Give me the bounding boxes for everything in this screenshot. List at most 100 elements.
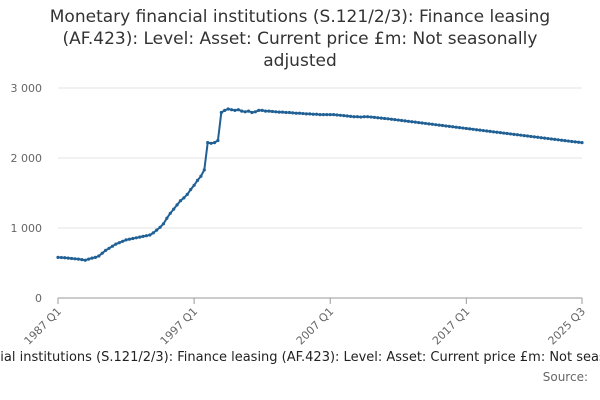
data-point [243, 110, 247, 114]
data-point [444, 124, 448, 128]
data-point [223, 108, 227, 112]
data-point [502, 131, 506, 135]
data-point [165, 216, 169, 220]
data-point [549, 137, 553, 141]
data-point [437, 123, 441, 127]
data-point [471, 127, 475, 131]
data-point [413, 120, 417, 124]
data-point [553, 137, 557, 141]
data-point [270, 109, 274, 114]
data-point [345, 114, 349, 118]
data-point [121, 239, 125, 243]
data-point [253, 110, 257, 114]
data-point [216, 138, 220, 143]
data-point [559, 138, 564, 142]
data-point [566, 139, 570, 143]
data-point [362, 115, 366, 119]
data-point [485, 129, 489, 133]
data-point [240, 109, 244, 113]
data-point [199, 174, 203, 178]
data-point [539, 136, 543, 140]
data-point [100, 251, 104, 255]
data-point [383, 116, 387, 121]
data-point [114, 242, 118, 246]
data-point [488, 129, 492, 133]
data-point [529, 134, 533, 139]
data-point [389, 117, 394, 121]
data-point [430, 122, 434, 126]
data-point [447, 124, 451, 128]
data-point [294, 111, 298, 115]
data-point [396, 118, 400, 122]
data-point [434, 123, 438, 127]
data-point [246, 109, 251, 113]
x-tick-label: 2017 Q1 [430, 305, 473, 348]
data-point [229, 108, 234, 112]
data-point [76, 257, 81, 261]
data-point [56, 255, 60, 259]
data-point [491, 130, 496, 134]
data-point [172, 207, 176, 211]
data-point [206, 141, 210, 145]
data-point [542, 136, 547, 140]
data-point [260, 108, 264, 112]
data-point [536, 135, 540, 139]
data-point [226, 107, 230, 111]
data-point [219, 110, 223, 115]
data-point [515, 133, 519, 137]
data-point [63, 256, 67, 260]
chart: 0 1 000 2 000 3 000 1987 Q1 1997 Q1 2007 Q1 201… [11, 82, 589, 348]
data-point [498, 131, 502, 135]
data-point [277, 110, 281, 114]
footer: Monetary financial institutions (S.121/2… [0, 350, 600, 372]
x-tick-label: 2007 Q1 [294, 305, 337, 348]
data-point [73, 257, 77, 261]
data-point [359, 115, 363, 119]
y-tick-label: 1 000 [11, 222, 43, 235]
data-point [464, 126, 468, 131]
data-point [308, 112, 312, 116]
data-point [90, 256, 94, 260]
data-point [321, 113, 326, 117]
data-point [461, 126, 465, 130]
footer-title: Monetary financial institutions (S.121/2… [0, 350, 600, 365]
data-point [393, 118, 397, 122]
data-point [505, 131, 509, 136]
data-point [131, 236, 135, 241]
data-point [495, 130, 499, 134]
data-point [406, 119, 411, 123]
source: Source: [542, 370, 588, 384]
data-point [457, 126, 462, 130]
data-point [297, 111, 302, 115]
data-point [403, 119, 407, 123]
data-point [257, 108, 261, 112]
data-point [97, 254, 101, 258]
data-point [332, 113, 336, 117]
data-point [349, 114, 353, 118]
data-point [508, 132, 513, 136]
data-point [335, 113, 339, 117]
data-point [185, 192, 189, 196]
x-tick-label: 2025 Q3 [546, 305, 589, 348]
data-point [209, 141, 213, 145]
data-point [189, 187, 193, 192]
data-point [570, 139, 574, 144]
data-point [451, 125, 455, 129]
data-point [352, 115, 356, 119]
data-point [291, 111, 295, 115]
y-tick-label: 3 000 [11, 82, 43, 95]
data-point [301, 111, 305, 116]
data-point [546, 136, 550, 141]
data-point [576, 140, 581, 144]
data-point [195, 178, 200, 182]
data-point [468, 127, 472, 131]
data-point [400, 118, 404, 123]
data-point [423, 121, 428, 126]
data-point [284, 110, 288, 115]
data-point [287, 110, 291, 115]
data-point [556, 138, 560, 142]
data-point [155, 228, 159, 232]
data-point [474, 128, 479, 132]
x-tick-label: 1997 Q1 [158, 305, 201, 348]
